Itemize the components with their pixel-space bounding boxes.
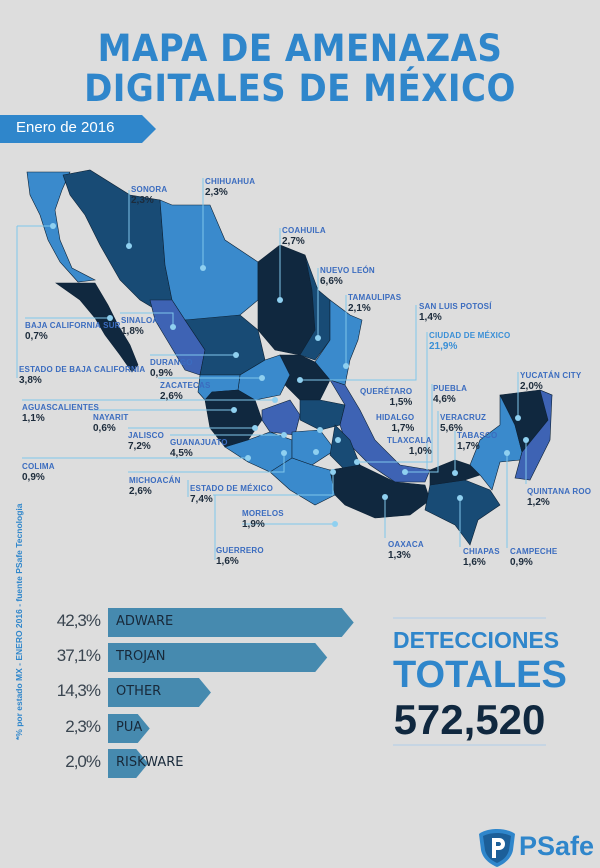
state-label-ciudad-de-mexico: CIUDAD DE MÉXICO 21,9%: [429, 331, 511, 352]
state-label-morelos: MORELOS 1,9%: [242, 509, 284, 530]
state-oaxaca: [329, 464, 431, 519]
state-label-queretaro: QUERÉTARO 1,5%: [360, 387, 413, 408]
state-label-tabasco: TABASCO 1,7%: [457, 431, 498, 452]
bar-value-label: 2,0%: [65, 752, 101, 771]
state-label-zacatecas: ZACATECAS 2,6%: [160, 381, 211, 402]
state-label-guerrero: GUERRERO 1,6%: [216, 546, 264, 567]
state-estado-de-mexico: [291, 429, 336, 466]
state-label-estado-de-mexico: ESTADO DE MÉXICO 7,4%: [190, 484, 274, 505]
state-guanajuato: [261, 399, 301, 436]
state-baja-california: [26, 171, 97, 283]
state-veracruz: [329, 379, 431, 483]
state-label-durango: DURANGO 0,9%: [150, 358, 193, 379]
state-label-quintana-roo: QUINTANA ROO 1,2%: [527, 487, 592, 508]
state-queretaro-hidalgo: [299, 399, 346, 431]
state-label-estado-de-baja-california: ESTADO DE BAJA CALIFORNIA 3,8%: [19, 365, 146, 386]
state-label-aguascalientes: AGUASCALIENTES 1,1%: [22, 403, 100, 424]
state-label-michoacan: MICHOACÁN 2,6%: [129, 476, 181, 497]
bar-row-adware: 42,3% ADWARE: [0, 608, 600, 637]
shield-p-icon: [479, 829, 515, 867]
state-label-nuevo-leon: NUEVO LEÓN 6,6%: [320, 266, 375, 287]
state-label-sinaloa: SINALOA 1,8%: [121, 316, 159, 337]
psafe-logo-text: PSafe: [519, 831, 595, 861]
totals-value: 572,520: [393, 696, 546, 743]
state-label-guanajuato: GUANAJUATO 4,5%: [170, 438, 228, 459]
banner-shape: [0, 115, 156, 143]
state-label-sonora: SONORA 2,3%: [131, 185, 168, 206]
state-label-colima: COLIMA 0,9%: [22, 462, 55, 483]
totals-line1: DETECCIONES: [393, 627, 560, 653]
divider-bottom: [393, 744, 546, 746]
bar-value-label: 2,3%: [65, 717, 101, 736]
leader-lines: [16, 178, 527, 560]
state-dots: [50, 223, 529, 527]
page-title-line2: DIGITALES DE MÉXICO: [84, 67, 516, 110]
state-label-coahuila: COAHUILA 2,7%: [282, 226, 326, 247]
bar-row-pua: 2,3% PUA: [0, 714, 600, 743]
mexico-map: [16, 169, 553, 560]
state-quintana-roo: [514, 389, 553, 481]
bar-value-label: 37,1%: [56, 646, 101, 665]
bar-category-label: PUA: [116, 720, 143, 735]
date-banner-text: Enero de 2016: [16, 119, 115, 136]
state-label-jalisco: JALISCO 7,2%: [128, 431, 165, 452]
state-label-tlaxcala: TLAXCALA 1,0%: [387, 436, 432, 457]
state-label-san-luis-potosi: SAN LUIS POTOSÍ 1,4%: [419, 302, 492, 323]
state-label-veracruz: VERACRUZ 5,6%: [440, 413, 487, 434]
state-nuevo-leon: [299, 254, 331, 361]
page-title-line1: MAPA DE AMENAZAS: [97, 27, 503, 70]
state-label-chihuahua: CHIHUAHUA 2,3%: [205, 177, 256, 198]
totals-line2: TOTALES: [393, 654, 567, 696]
state-label-puebla: PUEBLA 4,6%: [433, 384, 468, 405]
state-chiapas: [424, 479, 501, 546]
state-tamaulipas: [314, 299, 363, 386]
state-label-yucatan: YUCATÁN CITY 2,0%: [520, 371, 582, 392]
bar-row-other: 14,3% OTHER: [0, 678, 600, 707]
state-label-tamaulipas: TAMAULIPAS 2,1%: [348, 293, 402, 314]
bar-category-label: OTHER: [116, 684, 162, 699]
bar-value-label: 42,3%: [56, 611, 101, 630]
state-label-campeche: CAMPECHE 0,9%: [510, 547, 558, 568]
date-banner: Enero de 2016: [0, 115, 156, 143]
state-label-hidalgo: HIDALGO 1,7%: [376, 413, 415, 434]
bar-category-label: ADWARE: [116, 614, 174, 629]
divider-top: [393, 617, 546, 619]
state-label-nayarit: NAYARIT 0,6%: [93, 413, 129, 434]
state-baja-california-sur: [55, 282, 139, 373]
bar-row-riskware: 2,0% RISKWARE: [0, 749, 600, 778]
bar-category-label: RISKWARE: [116, 755, 184, 770]
bar-category-label: TROJAN: [116, 649, 166, 664]
state-label-chiapas: CHIAPAS 1,6%: [463, 547, 500, 568]
state-chihuahua: [159, 199, 259, 321]
bar-value-label: 14,3%: [56, 681, 101, 700]
state-label-oaxaca: OAXACA 1,3%: [388, 540, 424, 561]
state-label-baja-california-sur: BAJA CALIFORNIA SUR 0,7%: [25, 321, 121, 342]
bar-row-trojan: 37,1% TROJAN: [0, 643, 600, 672]
